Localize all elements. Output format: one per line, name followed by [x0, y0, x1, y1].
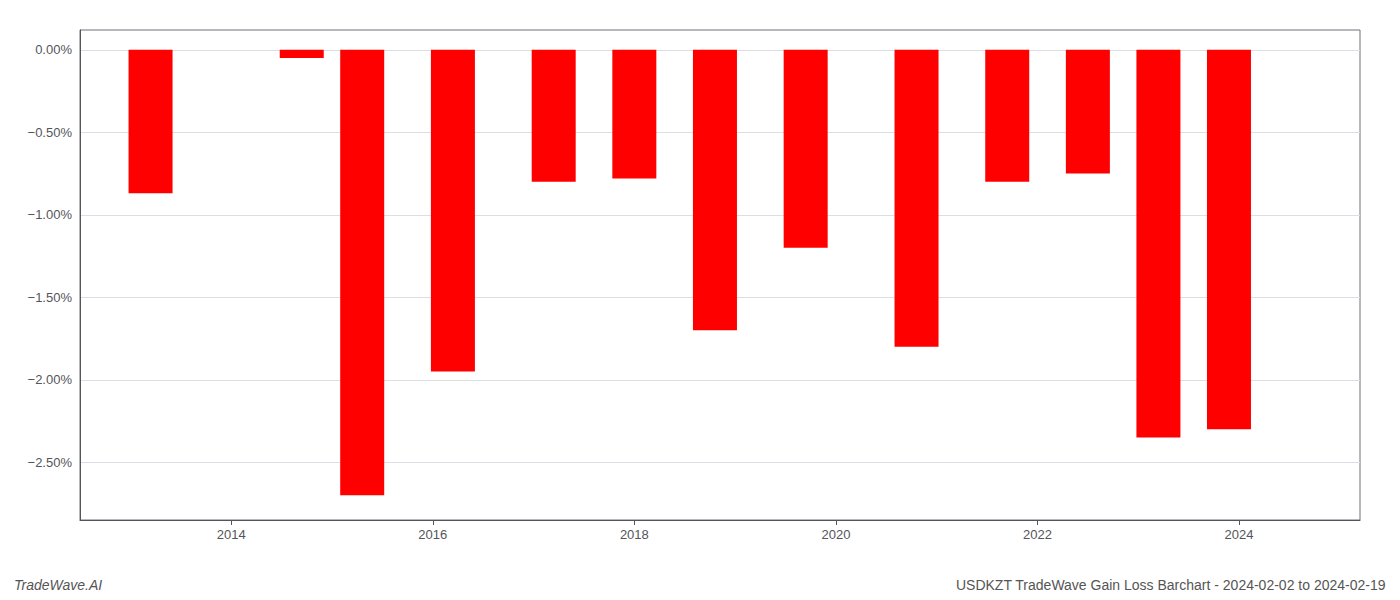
svg-text:2022: 2022: [1023, 527, 1052, 542]
svg-text:2016: 2016: [418, 527, 447, 542]
svg-text:2014: 2014: [217, 527, 246, 542]
svg-text:−2.00%: −2.00%: [28, 372, 73, 387]
svg-text:−0.50%: −0.50%: [28, 125, 73, 140]
svg-text:−1.00%: −1.00%: [28, 207, 73, 222]
svg-text:TradeWave.AI: TradeWave.AI: [14, 577, 102, 593]
svg-text:USDKZT TradeWave Gain Loss Bar: USDKZT TradeWave Gain Loss Barchart - 20…: [956, 577, 1386, 593]
svg-text:2020: 2020: [821, 527, 850, 542]
svg-text:−1.50%: −1.50%: [28, 290, 73, 305]
svg-text:2018: 2018: [620, 527, 649, 542]
svg-text:2024: 2024: [1225, 527, 1254, 542]
svg-text:0.00%: 0.00%: [35, 42, 72, 57]
svg-text:−2.50%: −2.50%: [28, 455, 73, 470]
